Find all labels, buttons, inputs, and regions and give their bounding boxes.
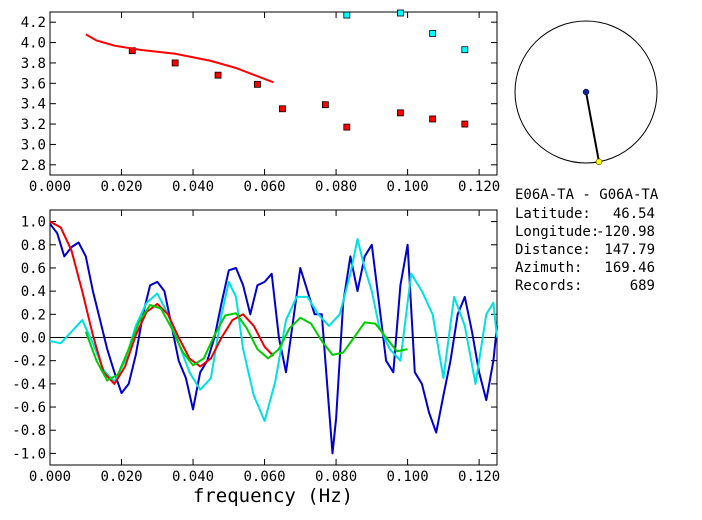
x-tick-label: 0.000	[29, 469, 71, 485]
map-circle	[514, 20, 658, 164]
x-tick-label: 0.100	[387, 179, 429, 195]
longitude-label: Longitude:	[515, 224, 599, 240]
x-tick-label: 0.060	[243, 469, 285, 485]
y-tick-label: -0.6	[12, 400, 46, 416]
x-tick-label: 0.000	[29, 179, 71, 195]
data-point	[397, 9, 404, 17]
top-panel-marks	[85, 9, 469, 131]
y-tick-label: 3.2	[21, 117, 46, 133]
data-point	[461, 120, 469, 128]
y-tick-label: 3.0	[21, 137, 46, 153]
x-tick-label: 0.020	[100, 469, 142, 485]
x-tick-label: 0.060	[243, 179, 285, 195]
x-tick-label: 0.120	[458, 179, 500, 195]
blue-trace	[49, 223, 498, 455]
y-tick-label: -0.8	[12, 423, 46, 439]
y-tick-label: -0.4	[12, 377, 46, 393]
data-point	[429, 115, 437, 123]
records-value: 689	[630, 278, 655, 294]
y-tick-label: 0.4	[21, 284, 46, 300]
y-tick-label: 3.4	[21, 97, 46, 113]
records-label: Records:	[515, 278, 582, 294]
data-point	[343, 11, 351, 19]
x-axis-label: frequency (Hz)	[193, 485, 353, 507]
x-tick-label: 0.040	[172, 179, 214, 195]
x-tick-label: 0.080	[315, 469, 357, 485]
y-tick-label: 3.6	[21, 76, 46, 92]
y-tick-label: 0.6	[21, 261, 46, 277]
y-tick-label: 4.0	[21, 36, 46, 52]
azimuth-label: Azimuth:	[515, 260, 582, 276]
data-point	[171, 59, 179, 67]
station-map	[514, 20, 658, 166]
distance-label: Distance:	[515, 242, 591, 258]
bottom-panel-marks	[49, 220, 498, 455]
data-point	[321, 101, 329, 109]
y-tick-label: 0.8	[21, 238, 46, 254]
azimuth-value: 169.46	[604, 260, 655, 276]
longitude-value: -120.98	[596, 224, 655, 240]
top-panel-frame	[49, 11, 498, 176]
data-point	[254, 80, 261, 88]
x-tick-label: 0.020	[100, 179, 142, 195]
cyan-trace	[49, 238, 498, 422]
y-tick-label: 2.8	[21, 158, 46, 174]
y-tick-label: 3.8	[21, 56, 46, 72]
data-point	[461, 46, 469, 54]
latitude-value: 46.54	[613, 206, 655, 222]
x-tick-label: 0.040	[172, 469, 214, 485]
bottom-panel-ticks: 0.000 0.020 0.040 0.060 0.080 0.100 0.120 -1.0 -…	[12, 210, 500, 485]
station-pair: E06A-TA - G06A-TA	[515, 187, 659, 203]
data-point	[279, 105, 286, 113]
x-tick-label: 0.100	[387, 469, 429, 485]
x-tick-label: 0.120	[458, 469, 500, 485]
station-info: E06A-TA - G06A-TA Latitude: 46.54 Longit…	[515, 187, 659, 294]
data-point	[429, 29, 437, 37]
data-point	[343, 123, 351, 131]
y-tick-label: -1.0	[12, 446, 46, 462]
receiver-station-marker	[595, 158, 603, 166]
y-tick-label: 4.2	[21, 15, 46, 31]
x-tick-label: 0.080	[315, 179, 357, 195]
azimuth-line	[585, 91, 600, 162]
source-station-marker	[582, 88, 590, 96]
y-tick-label: 0.2	[21, 307, 46, 323]
latitude-label: Latitude:	[515, 206, 591, 222]
top-panel-ticks: 0.000 0.020 0.040 0.060 0.080 0.100 0.120 2.8 3.…	[21, 12, 500, 195]
data-point	[397, 109, 404, 117]
green-trace	[84, 304, 408, 382]
y-tick-label: 0.0	[21, 331, 46, 347]
y-tick-label: -0.2	[12, 354, 46, 370]
dispersion-curve	[85, 33, 274, 84]
y-tick-label: 1.0	[21, 215, 46, 231]
data-point	[214, 71, 222, 79]
distance-value: 147.79	[604, 242, 655, 258]
